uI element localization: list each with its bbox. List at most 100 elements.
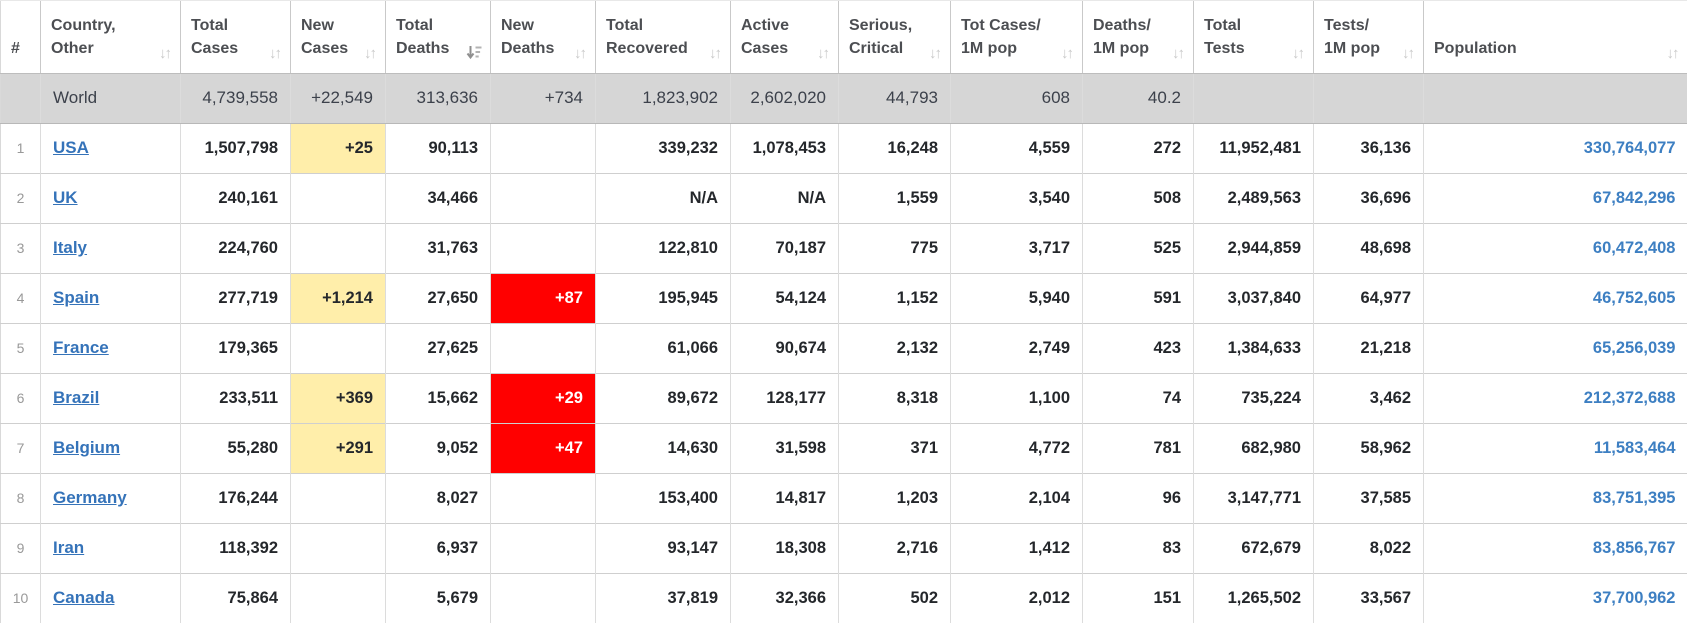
country-link-brazil[interactable]: Brazil <box>53 388 99 407</box>
cell-active_cases: 128,177 <box>731 373 839 423</box>
col-header-wrap: Tot Cases/ 1M pop↓↑ <box>961 15 1074 60</box>
cell-new_deaths <box>491 123 596 173</box>
cell-cases_per_1m: 3,540 <box>951 173 1083 223</box>
country-link-belgium[interactable]: Belgium <box>53 438 120 457</box>
cell-new_cases: +291 <box>291 423 386 473</box>
col-label-new_deaths: New Deaths <box>501 15 554 60</box>
cell-population: 46,752,605 <box>1424 273 1687 323</box>
cell-deaths_per_1m: 423 <box>1083 323 1194 373</box>
country-link-italy[interactable]: Italy <box>53 238 87 257</box>
col-header-total_deaths[interactable]: Total Deaths <box>386 1 491 73</box>
cell-country: USA <box>41 123 181 173</box>
cell-total_tests: 1,265,502 <box>1194 573 1314 623</box>
cell-deaths_per_1m: 508 <box>1083 173 1194 223</box>
country-link-spain[interactable]: Spain <box>53 288 99 307</box>
country-link-iran[interactable]: Iran <box>53 538 84 557</box>
col-label-total_cases: Total Cases <box>191 15 238 60</box>
col-label-active_cases: Active Cases <box>741 15 789 60</box>
cell-serious_critical: 371 <box>839 423 951 473</box>
cell-new_deaths: +734 <box>491 73 596 123</box>
sort-both-icon: ↓↑ <box>269 46 282 61</box>
col-header-country[interactable]: Country, Other↓↑ <box>41 1 181 73</box>
cell-new_cases <box>291 473 386 523</box>
country-link-usa[interactable]: USA <box>53 138 89 157</box>
country-link-germany[interactable]: Germany <box>53 488 127 507</box>
cell-cases_per_1m: 1,412 <box>951 523 1083 573</box>
col-label-deaths_per_1m: Deaths/ 1M pop <box>1093 15 1151 60</box>
cell-total_cases: 75,864 <box>181 573 291 623</box>
cell-serious_critical: 44,793 <box>839 73 951 123</box>
col-label-new_cases: New Cases <box>301 15 348 60</box>
cell-total_tests: 2,489,563 <box>1194 173 1314 223</box>
col-label-serious_critical: Serious, Critical <box>849 15 912 60</box>
cell-total_recovered: 122,810 <box>596 223 731 273</box>
cell-total_tests: 672,679 <box>1194 523 1314 573</box>
cell-active_cases: 2,602,020 <box>731 73 839 123</box>
cell-tests_per_1m: 8,022 <box>1314 523 1424 573</box>
cell-new_deaths <box>491 473 596 523</box>
cell-deaths_per_1m: 525 <box>1083 223 1194 273</box>
col-header-wrap: Active Cases ↓↑ <box>741 15 830 60</box>
cell-deaths_per_1m: 83 <box>1083 523 1194 573</box>
col-header-new_cases[interactable]: New Cases↓↑ <box>291 1 386 73</box>
cell-idx: 7 <box>1 423 41 473</box>
country-link-uk[interactable]: UK <box>53 188 78 207</box>
cell-tests_per_1m: 64,977 <box>1314 273 1424 323</box>
sort-desc-icon <box>466 45 482 60</box>
cell-serious_critical: 16,248 <box>839 123 951 173</box>
col-header-population[interactable]: Population↓↑ <box>1424 1 1687 73</box>
cell-cases_per_1m: 5,940 <box>951 273 1083 323</box>
cell-deaths_per_1m: 781 <box>1083 423 1194 473</box>
col-header-total_cases[interactable]: Total Cases ↓↑ <box>181 1 291 73</box>
cell-new_cases: +25 <box>291 123 386 173</box>
cell-population: 83,856,767 <box>1424 523 1687 573</box>
col-header-idx[interactable]: # <box>1 1 41 73</box>
col-header-deaths_per_1m[interactable]: Deaths/ 1M pop↓↑ <box>1083 1 1194 73</box>
col-header-tests_per_1m[interactable]: Tests/ 1M pop ↓↑ <box>1314 1 1424 73</box>
cell-new_deaths <box>491 523 596 573</box>
col-header-active_cases[interactable]: Active Cases ↓↑ <box>731 1 839 73</box>
cell-tests_per_1m: 58,962 <box>1314 423 1424 473</box>
sort-both-icon: ↓↑ <box>817 46 830 61</box>
sort-both-icon: ↓↑ <box>1061 46 1074 61</box>
cell-total_recovered: N/A <box>596 173 731 223</box>
cell-total_cases: 224,760 <box>181 223 291 273</box>
col-header-serious_critical[interactable]: Serious, Critical↓↑ <box>839 1 951 73</box>
cell-total_cases: 233,511 <box>181 373 291 423</box>
cell-new_deaths <box>491 323 596 373</box>
cell-population: 212,372,688 <box>1424 373 1687 423</box>
cell-active_cases: N/A <box>731 173 839 223</box>
country-link-france[interactable]: France <box>53 338 109 357</box>
cell-active_cases: 54,124 <box>731 273 839 323</box>
col-header-wrap: # <box>11 38 32 61</box>
col-header-total_tests[interactable]: Total Tests↓↑ <box>1194 1 1314 73</box>
col-label-tests_per_1m: Tests/ 1M pop <box>1324 15 1380 60</box>
cell-cases_per_1m: 2,749 <box>951 323 1083 373</box>
cell-new_deaths: +29 <box>491 373 596 423</box>
cell-total_recovered: 153,400 <box>596 473 731 523</box>
sort-both-icon: ↓↑ <box>709 46 722 61</box>
cell-active_cases: 32,366 <box>731 573 839 623</box>
col-header-wrap: Country, Other↓↑ <box>51 15 172 60</box>
cell-total_cases: 176,244 <box>181 473 291 523</box>
col-header-cases_per_1m[interactable]: Tot Cases/ 1M pop↓↑ <box>951 1 1083 73</box>
col-header-wrap: Deaths/ 1M pop↓↑ <box>1093 15 1185 60</box>
cell-country: Canada <box>41 573 181 623</box>
cell-idx: 10 <box>1 573 41 623</box>
sort-both-icon: ↓↑ <box>1402 46 1415 61</box>
country-link-canada[interactable]: Canada <box>53 588 114 607</box>
cell-idx: 4 <box>1 273 41 323</box>
cell-cases_per_1m: 2,012 <box>951 573 1083 623</box>
sort-both-icon: ↓↑ <box>159 46 172 61</box>
cell-idx <box>1 73 41 123</box>
col-header-new_deaths[interactable]: New Deaths↓↑ <box>491 1 596 73</box>
cell-total_tests <box>1194 73 1314 123</box>
cell-serious_critical: 1,203 <box>839 473 951 523</box>
cell-serious_critical: 502 <box>839 573 951 623</box>
cell-population <box>1424 73 1687 123</box>
cell-serious_critical: 1,152 <box>839 273 951 323</box>
col-header-total_recovered[interactable]: Total Recovered↓↑ <box>596 1 731 73</box>
